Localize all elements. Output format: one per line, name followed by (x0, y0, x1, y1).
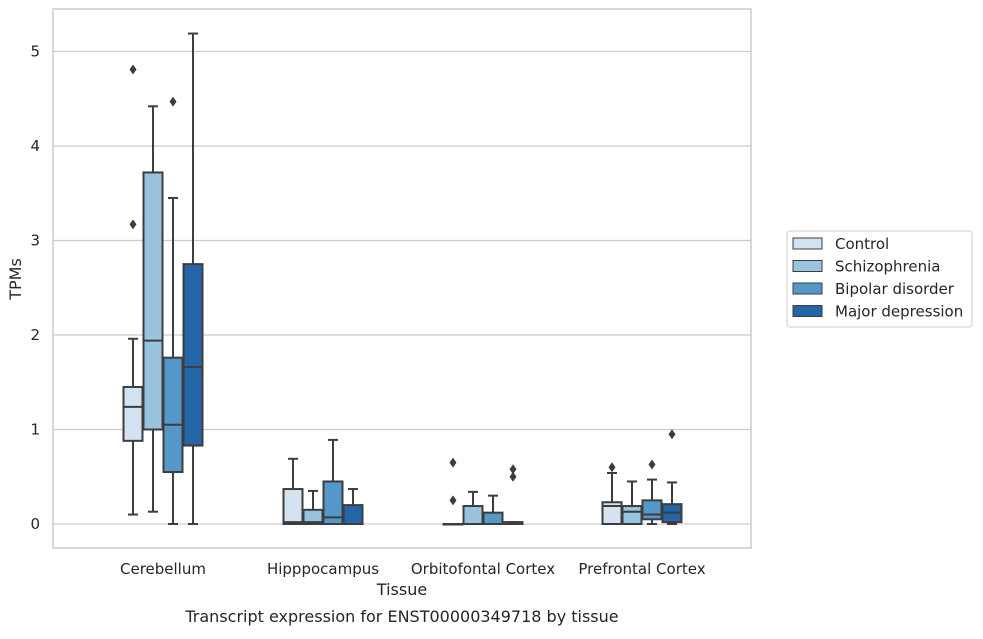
box-bipolar-disorder (482, 494, 504, 525)
box-control (601, 462, 623, 526)
outlier-point (509, 464, 517, 475)
x-axis-title: Tissue (376, 580, 427, 599)
outlier-point (449, 495, 457, 506)
box-major-depression (182, 32, 204, 525)
iqr-box (482, 511, 504, 525)
box-schizophrenia (621, 480, 643, 526)
box-bipolar-disorder (162, 96, 184, 525)
y-axis-title: TPMs (6, 258, 25, 301)
box-schizophrenia (142, 105, 164, 513)
outlier-point (129, 219, 137, 230)
y-tick-label: 0 (30, 515, 40, 533)
box-control (442, 457, 464, 526)
box-schizophrenia (462, 490, 484, 526)
outlier-point (668, 429, 676, 440)
x-axis-ticks: Cerebellum Hipppocampus Orbitofontal Corte… (120, 560, 706, 578)
legend-swatch (792, 237, 823, 250)
iqr-box (621, 505, 643, 526)
legend: Control Schizophrenia Bipolar disorder Majo… (786, 230, 973, 328)
iqr-box (282, 488, 304, 526)
box-control (122, 64, 144, 516)
y-tick-label: 5 (30, 43, 40, 61)
outlier-point (509, 471, 517, 482)
outlier-point (648, 459, 656, 470)
box-control (282, 457, 304, 526)
x-tick-label: Hipppocampus (267, 560, 379, 578)
iqr-box (122, 385, 144, 442)
box-major-depression (342, 488, 364, 526)
y-tick-label: 1 (30, 421, 40, 439)
outlier-point (169, 96, 177, 107)
chart-caption: Transcript expression for ENST0000034971… (184, 607, 618, 626)
legend-label: Major depression (835, 303, 963, 321)
legend-swatch (792, 305, 823, 317)
legend-label: Control (835, 235, 889, 253)
outlier-point (608, 462, 616, 473)
box-major-depression (502, 464, 524, 525)
legend-swatch (792, 260, 823, 272)
box-bipolar-disorder (322, 438, 344, 526)
box-bipolar-disorder (641, 459, 663, 525)
box-schizophrenia (302, 489, 324, 526)
outlier-point (129, 64, 137, 75)
iqr-box (182, 263, 204, 447)
y-tick-label: 4 (30, 137, 40, 155)
legend-label: Schizophrenia (835, 258, 940, 276)
outlier-point (449, 457, 457, 468)
y-tick-label: 2 (30, 326, 40, 344)
iqr-box (342, 504, 364, 526)
x-tick-label: Orbitofontal Cortex (411, 560, 555, 578)
x-tick-label: Cerebellum (120, 560, 206, 578)
box-major-depression (661, 429, 683, 525)
legend-frame (786, 230, 973, 328)
y-axis-ticks: 0 1 2 3 4 5 (30, 43, 40, 534)
iqr-box (162, 356, 184, 474)
iqr-box (142, 171, 164, 431)
legend-swatch (792, 282, 823, 295)
iqr-box (641, 499, 663, 521)
boxes-layer (122, 32, 683, 526)
plot-area-border (52, 8, 752, 549)
y-tick-label: 3 (30, 232, 40, 250)
legend-label: Bipolar disorder (835, 280, 955, 298)
x-tick-label: Prefrontal Cortex (578, 560, 705, 578)
iqr-box (462, 505, 484, 526)
iqr-box (322, 480, 344, 526)
